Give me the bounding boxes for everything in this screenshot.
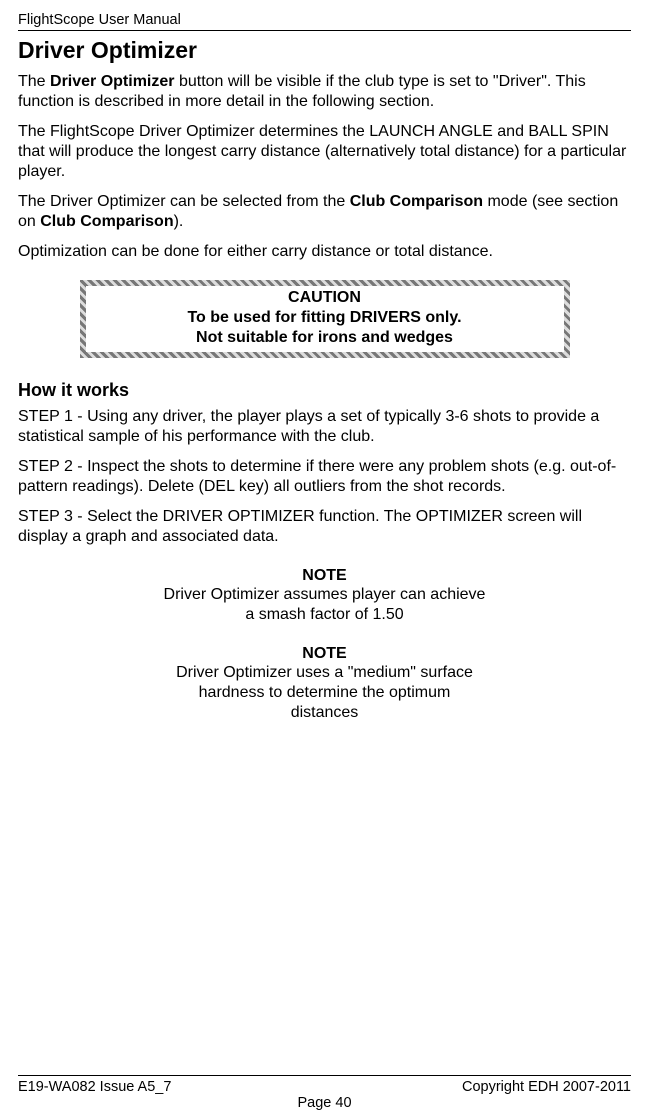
- page: FlightScope User Manual Driver Optimizer…: [0, 0, 649, 1119]
- section-title: Driver Optimizer: [18, 37, 631, 64]
- step-3: STEP 3 - Select the DRIVER OPTIMIZER fun…: [18, 507, 631, 547]
- how-it-works-title: How it works: [18, 380, 631, 401]
- note-1: NOTE Driver Optimizer assumes player can…: [18, 567, 631, 625]
- caution-box: CAUTION To be used for fitting DRIVERS o…: [80, 280, 570, 358]
- bold-term: Club Comparison: [40, 213, 173, 230]
- note-2: NOTE Driver Optimizer uses a "medium" su…: [18, 645, 631, 723]
- footer-rule: [18, 1075, 631, 1076]
- note-line: Driver Optimizer uses a "medium" surface: [18, 663, 631, 683]
- caution-line: To be used for fitting DRIVERS only.: [90, 308, 560, 328]
- text: The Driver Optimizer can be selected fro…: [18, 193, 350, 210]
- note-line: hardness to determine the optimum: [18, 683, 631, 703]
- caution-title: CAUTION: [90, 288, 560, 308]
- header-rule: [18, 30, 631, 31]
- footer-left: E19-WA082 Issue A5_7: [18, 1079, 171, 1095]
- bold-term: Driver Optimizer: [50, 73, 174, 90]
- step-1: STEP 1 - Using any driver, the player pl…: [18, 407, 631, 447]
- note-heading: NOTE: [18, 567, 631, 585]
- note-heading: NOTE: [18, 645, 631, 663]
- text: ).: [174, 213, 184, 230]
- note-line: distances: [18, 703, 631, 723]
- step-2: STEP 2 - Inspect the shots to determine …: [18, 457, 631, 497]
- footer-right: Copyright EDH 2007-2011: [462, 1079, 631, 1095]
- footer-row: E19-WA082 Issue A5_7 Copyright EDH 2007-…: [18, 1079, 631, 1095]
- text: The: [18, 73, 50, 90]
- header-title: FlightScope User Manual: [18, 12, 631, 28]
- note-line: Driver Optimizer assumes player can achi…: [18, 585, 631, 605]
- caution-line: Not suitable for irons and wedges: [90, 328, 560, 348]
- paragraph-3: The Driver Optimizer can be selected fro…: [18, 192, 631, 232]
- footer: E19-WA082 Issue A5_7 Copyright EDH 2007-…: [18, 1075, 631, 1111]
- bold-term: Club Comparison: [350, 193, 483, 210]
- caution-inner: CAUTION To be used for fitting DRIVERS o…: [80, 280, 570, 358]
- note-line: a smash factor of 1.50: [18, 605, 631, 625]
- footer-page: Page 40: [18, 1095, 631, 1111]
- paragraph-2: The FlightScope Driver Optimizer determi…: [18, 122, 631, 182]
- paragraph-4: Optimization can be done for either carr…: [18, 242, 631, 262]
- paragraph-1: The Driver Optimizer button will be visi…: [18, 72, 631, 112]
